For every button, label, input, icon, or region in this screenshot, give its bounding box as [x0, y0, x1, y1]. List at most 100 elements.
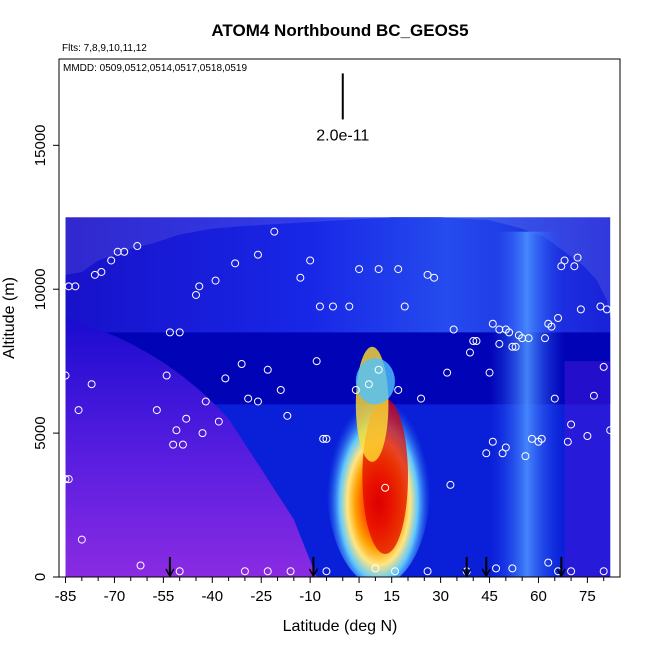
flight-sample-marker	[430, 273, 439, 282]
flight-sample-marker	[211, 276, 220, 285]
flight-sample-marker	[152, 406, 161, 415]
flight-sample-marker	[61, 475, 70, 484]
x-tick-label: -70	[104, 588, 126, 605]
flight-sample-marker	[195, 282, 204, 291]
flight-sample-marker	[283, 411, 292, 420]
x-tick-label: -25	[250, 588, 272, 605]
flight-sample-marker	[524, 334, 533, 343]
flight-sample-marker	[576, 305, 585, 314]
x-tick-label: -40	[201, 588, 223, 605]
flight-sample-marker	[231, 259, 240, 268]
flight-sample-marker	[315, 302, 324, 311]
northern-purple-tail	[564, 361, 611, 577]
flight-sample-marker	[423, 270, 432, 279]
flight-sample-marker	[527, 434, 536, 443]
concentration-field	[65, 217, 611, 577]
flight-sample-marker	[312, 357, 321, 366]
flight-sample-marker	[165, 328, 174, 337]
flight-sample-marker	[345, 302, 354, 311]
flight-sample-marker	[547, 322, 556, 331]
flight-sample-marker	[364, 380, 373, 389]
x-tick-label: 15	[383, 588, 400, 605]
x-tick-label: 30	[432, 588, 449, 605]
flight-sample-marker	[469, 337, 478, 346]
flight-sample-marker	[253, 397, 262, 406]
flight-sample-marker	[537, 434, 546, 443]
flight-sample-marker	[306, 256, 315, 265]
flight-sample-marker	[221, 374, 230, 383]
flight-sample-marker	[465, 348, 474, 357]
flight-sample-marker	[169, 440, 178, 449]
flight-sample-marker	[485, 368, 494, 377]
chart-title: ATOM4 Northbound BC_GEOS5	[211, 21, 468, 40]
flight-sample-marker	[563, 437, 572, 446]
flight-sample-marker	[64, 475, 73, 484]
flight-sample-marker	[162, 371, 171, 380]
flight-sample-marker	[583, 431, 592, 440]
flight-sample-marker	[394, 265, 403, 274]
flight-sample-marker	[322, 434, 331, 443]
flight-sample-marker	[573, 253, 582, 262]
x-axis-label: Latitude (deg N)	[283, 618, 398, 635]
flight-sample-marker	[240, 567, 249, 576]
flight-sample-marker	[77, 535, 86, 544]
flight-sample-marker	[136, 561, 145, 570]
flight-sample-marker	[501, 443, 510, 452]
flight-sample-marker	[263, 567, 272, 576]
flight-sample-marker	[488, 319, 497, 328]
southern-purple-region	[65, 318, 317, 577]
profile-arrow-head	[462, 568, 472, 578]
flight-sample-marker	[276, 385, 285, 394]
flight-sample-marker	[182, 414, 191, 423]
profile-arrow-head	[481, 568, 491, 578]
flight-sample-marker	[198, 429, 207, 438]
x-tick-label: -55	[153, 588, 175, 605]
plot-frame	[58, 58, 621, 578]
flight-sample-marker	[511, 342, 520, 351]
flight-sample-marker	[61, 371, 70, 380]
flight-sample-marker	[508, 564, 517, 573]
flight-sample-marker	[446, 480, 455, 489]
flight-sample-marker	[120, 247, 129, 256]
x-axis: -85 -70 -55 -40 -25 -10 5 15 30 45 60 75	[55, 577, 605, 605]
flight-sample-marker	[495, 339, 504, 348]
flight-sample-marker	[374, 265, 383, 274]
flight-sample-marker	[521, 452, 530, 461]
flight-sample-marker	[505, 328, 514, 337]
flight-sample-marker	[244, 394, 253, 403]
profile-arrows	[165, 557, 566, 578]
flight-sample-marker	[394, 385, 403, 394]
flights-subtitle: Flts: 7,8,9,10,11,12	[62, 43, 147, 54]
flight-sample-marker	[567, 420, 576, 429]
flight-sample-marker	[443, 368, 452, 377]
flight-sample-marker	[107, 256, 116, 265]
plume-top	[355, 358, 395, 405]
flight-sample-marker	[472, 337, 481, 346]
profile-arrow-head	[556, 568, 566, 578]
flight-sample-marker	[540, 334, 549, 343]
flight-sample-marker	[90, 270, 99, 279]
flight-sample-marker	[589, 391, 598, 400]
flight-sample-marker	[371, 564, 380, 573]
flight-sample-marker	[191, 290, 200, 299]
flight-sample-marker	[286, 567, 295, 576]
flight-sample-marker	[328, 302, 337, 311]
flight-sample-marker	[567, 567, 576, 576]
flight-sample-marker	[599, 567, 608, 576]
flight-sample-marker	[544, 558, 553, 567]
flight-sample-marker	[71, 282, 80, 291]
flight-sample-marker	[214, 417, 223, 426]
dates-subtitle: MMDD: 0509,0512,0514,0517,0518,0519	[63, 63, 247, 74]
flight-sample-marker	[355, 265, 364, 274]
flight-sample-marker	[390, 567, 399, 576]
flight-sample-marker	[175, 567, 184, 576]
flight-sample-marker	[201, 397, 210, 406]
y-tick-label: 15000	[32, 124, 49, 166]
flight-sample-marker	[488, 437, 497, 446]
flight-sample-marker	[178, 440, 187, 449]
profile-arrow-head	[308, 568, 319, 578]
flight-sample-marker	[417, 394, 426, 403]
x-tick-label: 45	[481, 588, 498, 605]
flight-sample-marker	[374, 365, 383, 374]
